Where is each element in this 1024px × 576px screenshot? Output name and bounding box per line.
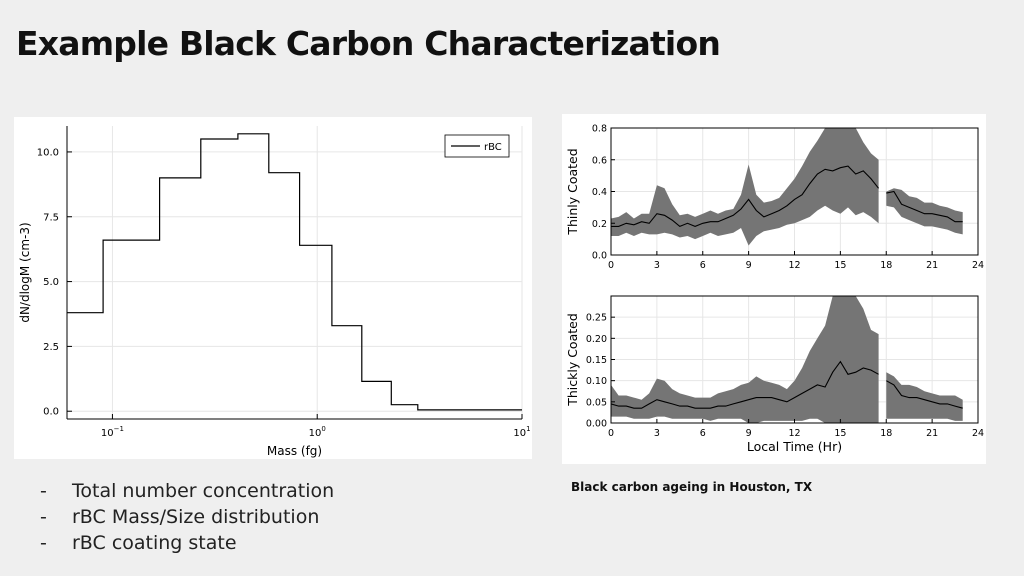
bullet-text: rBC Mass/Size distribution [72, 506, 320, 528]
bullet-dash: - [40, 532, 47, 554]
bullet-item: - rBC coating state [40, 530, 334, 556]
x-tick-label: 24 [972, 428, 984, 439]
bullet-dash: - [40, 480, 47, 502]
figure-caption: Black carbon ageing in Houston, TX [571, 480, 813, 494]
subplot-thickly-coated: 0.00 0.05 0.10 0.15 0.20 0.25 0 3 6 9 12 15 18 21 24 Th… [565, 295, 984, 454]
range-band-segment [886, 188, 963, 235]
x-tick-label: 0 [608, 260, 614, 271]
bullet-text: Total number concentration [72, 480, 335, 502]
y-tick-label: 5.0 [43, 277, 59, 288]
y-tick-label: 2.5 [43, 342, 59, 353]
y-axis-label: Thickly Coated [565, 313, 580, 407]
coating-timeseries-panel: 0.0 0.2 0.4 0.6 0.8 0 3 6 9 12 15 18 21 24 Thinly Coat… [562, 114, 986, 464]
median-line-segment [611, 360, 879, 409]
histogram-panel: 0.0 2.5 5.0 7.5 10.0 10−1 100 101 Mass (fg) dN/dl… [14, 117, 532, 459]
legend: rBC [444, 134, 510, 158]
bullet-item: - rBC Mass/Size distribution [40, 504, 334, 530]
median-line-segment [886, 190, 963, 223]
x-tick-label: 21 [926, 260, 938, 271]
median-line-segment [611, 165, 880, 228]
x-tick-label: 24 [972, 260, 984, 271]
y-tick-label: 0.0 [43, 407, 59, 418]
series-rbc-step-line [67, 133, 522, 411]
x-axis-label: Mass (fg) [267, 444, 322, 458]
y-tick-label: 0.20 [586, 334, 607, 345]
range-band-segment [611, 128, 879, 246]
y-tick-label: 0.0 [592, 251, 607, 262]
bullet-dash: - [40, 506, 47, 528]
y-tick-label: 0.6 [592, 155, 607, 166]
x-tick-label: 6 [700, 428, 706, 439]
y-tick-label: 0.2 [592, 219, 607, 230]
x-tick-label: 12 [788, 428, 800, 439]
y-tick-label: 0.05 [586, 397, 607, 408]
x-tick-label: 15 [834, 260, 846, 271]
x-tick-label: 6 [700, 260, 706, 271]
x-tick-label: 0 [608, 428, 614, 439]
y-tick-label: 0.10 [586, 376, 607, 387]
x-tick-label: 18 [880, 260, 892, 271]
y-tick-label: 0.15 [586, 355, 607, 366]
histogram-chart: 0.0 2.5 5.0 7.5 10.0 10−1 100 101 Mass (fg) dN/dl… [18, 126, 531, 458]
x-tick-label: 101 [513, 425, 530, 439]
x-tick-label: 9 [746, 428, 752, 439]
bullet-text: rBC coating state [72, 532, 237, 554]
x-tick-label: 100 [309, 425, 326, 439]
x-tick-label: 9 [746, 260, 752, 271]
x-tick-label: 3 [654, 260, 660, 271]
bullet-item: - Total number concentration [40, 478, 334, 504]
median-line-segment [886, 380, 963, 409]
legend-label-rbc: rBC [484, 142, 502, 153]
range-band-segment [611, 296, 879, 423]
x-tick-label: 10−1 [101, 425, 124, 439]
y-tick-label: 0.25 [586, 313, 607, 324]
y-tick-label: 0.4 [592, 187, 607, 198]
y-tick-label: 0.8 [592, 124, 607, 135]
x-axis-label: Local Time (Hr) [747, 439, 842, 454]
y-axis-label: dN/dlogM (cm-3) [18, 222, 32, 322]
y-tick-label: 7.5 [43, 212, 59, 223]
range-band-segment [886, 372, 963, 421]
x-tick-label: 3 [654, 428, 660, 439]
coating-timeseries-charts: 0.0 0.2 0.4 0.6 0.8 0 3 6 9 12 15 18 21 24 Thinly Coat… [565, 124, 984, 455]
x-tick-label: 18 [880, 428, 892, 439]
x-tick-label: 15 [834, 428, 846, 439]
y-tick-label: 10.0 [37, 147, 59, 158]
y-tick-label: 0.00 [586, 419, 607, 430]
x-tick-label: 12 [788, 260, 800, 271]
y-axis-label: Thinly Coated [565, 148, 580, 235]
subplot-thinly-coated: 0.0 0.2 0.4 0.6 0.8 0 3 6 9 12 15 18 21 24 Thinly Coat… [565, 124, 984, 272]
x-tick-label: 21 [926, 428, 938, 439]
slide-title: Example Black Carbon Characterization [16, 24, 721, 63]
bullet-list: - Total number concentration - rBC Mass/Si… [40, 478, 334, 556]
